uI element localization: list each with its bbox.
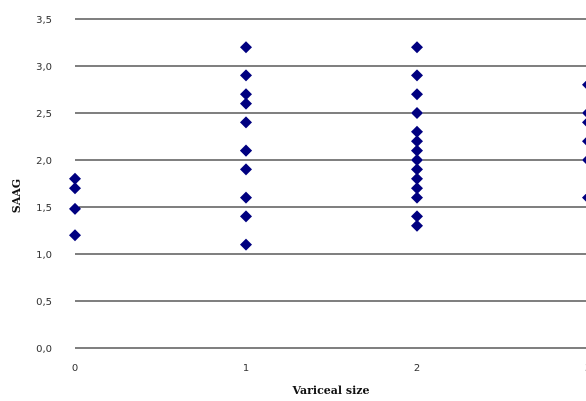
x-tick-label: 0 <box>72 363 78 374</box>
data-point <box>69 182 81 195</box>
data-point <box>411 163 423 176</box>
x-tick-label: 3 <box>585 363 586 374</box>
data-point <box>411 154 423 166</box>
x-tick-label: 1 <box>243 363 249 374</box>
data-point <box>411 41 423 54</box>
data-point <box>240 191 252 204</box>
y-axis-label: SAAG <box>10 179 23 213</box>
x-tick-label: 2 <box>414 363 420 374</box>
y-tick-label: 1,5 <box>36 203 52 214</box>
data-point <box>240 163 252 176</box>
data-point <box>582 193 586 202</box>
y-tick-label: 3,5 <box>36 15 52 26</box>
data-points <box>69 41 586 251</box>
data-point <box>582 156 586 164</box>
data-point <box>411 219 423 232</box>
y-tick-label: 1,0 <box>36 250 52 261</box>
data-point <box>411 182 423 195</box>
data-point <box>240 97 252 110</box>
data-point <box>240 238 252 251</box>
data-point <box>411 144 423 157</box>
data-point <box>411 69 423 82</box>
data-point <box>411 172 423 185</box>
data-point <box>411 135 423 148</box>
x-tick-labels: 0 1 2 3 <box>72 363 586 374</box>
data-point <box>240 41 252 54</box>
y-tick-label: 2,5 <box>36 109 52 120</box>
y-tick-label: 0,0 <box>36 344 52 355</box>
y-tick-labels: 0,0 0,5 1,0 1,5 2,0 2,5 3,0 3,5 <box>36 15 52 355</box>
data-point <box>240 144 252 157</box>
data-point <box>411 210 423 223</box>
y-tick-label: 2,0 <box>36 156 52 167</box>
data-point <box>411 88 423 101</box>
data-point <box>240 69 252 82</box>
data-point <box>582 118 586 127</box>
y-tick-label: 3,0 <box>36 62 52 73</box>
data-point <box>411 191 423 204</box>
data-point <box>240 210 252 223</box>
data-point <box>240 88 252 101</box>
x-axis-label: Variceal size <box>291 384 369 397</box>
data-point <box>582 137 586 146</box>
data-point <box>69 229 81 242</box>
gridlines <box>75 18 586 349</box>
data-point <box>411 125 423 138</box>
data-point <box>240 116 252 129</box>
y-tick-label: 0,5 <box>36 297 52 308</box>
data-point <box>582 109 586 117</box>
data-point <box>582 80 586 89</box>
data-point <box>69 202 81 215</box>
data-point <box>69 172 81 185</box>
data-point <box>411 107 423 119</box>
